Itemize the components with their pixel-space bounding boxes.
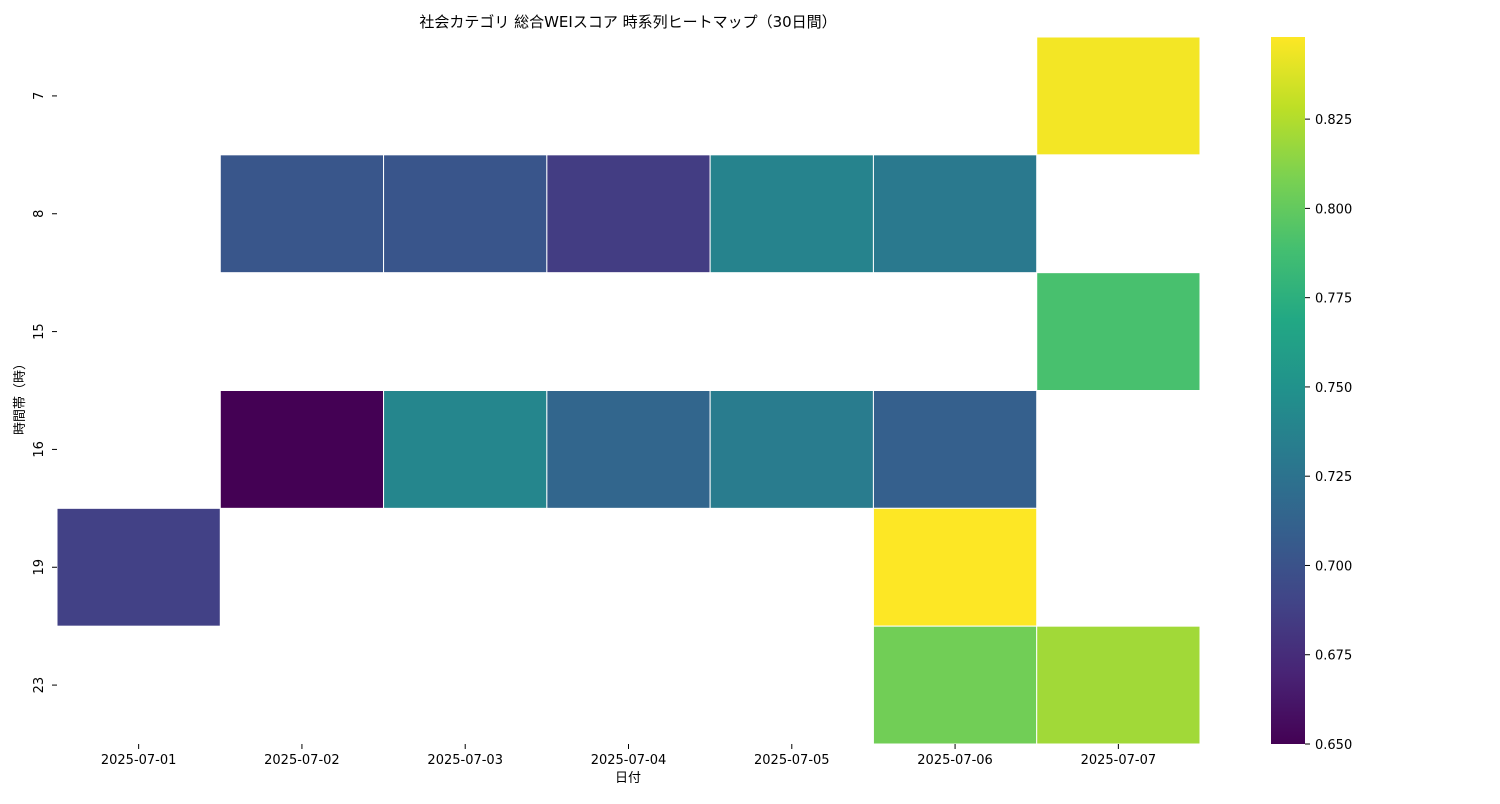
heatmap-cell bbox=[1036, 272, 1201, 391]
y-tick-label: 16 bbox=[32, 441, 47, 458]
y-tick-label: 7 bbox=[32, 92, 47, 100]
y-tick-label: 8 bbox=[32, 210, 47, 218]
colorbar-tick-label: 0.800 bbox=[1315, 202, 1352, 217]
x-tick-label: 2025-07-02 bbox=[264, 753, 340, 768]
colorbar-tick-label: 0.725 bbox=[1315, 470, 1352, 485]
heatmap-cell bbox=[872, 390, 1038, 509]
x-tick-label: 2025-07-07 bbox=[1081, 753, 1157, 768]
y-tick-label: 15 bbox=[32, 323, 47, 340]
heatmap-cells bbox=[56, 36, 1201, 745]
heatmap-cell bbox=[872, 154, 1038, 274]
colorbar-tick-label: 0.825 bbox=[1315, 113, 1352, 128]
heatmap-cell bbox=[383, 390, 548, 509]
heatmap-cell bbox=[219, 154, 385, 274]
colorbar-tick-label: 0.750 bbox=[1315, 381, 1352, 396]
colorbar-tick-label: 0.775 bbox=[1315, 292, 1352, 307]
x-tick-label: 2025-07-03 bbox=[427, 753, 503, 768]
y-tick-label: 23 bbox=[32, 677, 47, 694]
x-tick-label: 2025-07-06 bbox=[917, 753, 993, 768]
heatmap-cell bbox=[219, 390, 385, 509]
y-tick-label: 19 bbox=[32, 559, 47, 576]
heatmap-cell bbox=[872, 625, 1038, 745]
x-tick-label: 2025-07-04 bbox=[591, 753, 667, 768]
x-axis-ticks: 2025-07-01 2025-07-02 2025-07-03 2025-07-04… bbox=[101, 744, 1156, 768]
x-tick-label: 2025-07-05 bbox=[754, 753, 830, 768]
heatmap-cell bbox=[383, 154, 548, 274]
x-tick-label: 2025-07-01 bbox=[101, 753, 177, 768]
heatmap-cell bbox=[546, 390, 711, 509]
y-axis-ticks: 7 8 15 16 19 23 bbox=[32, 92, 57, 694]
colorbar: 0.650 0.675 0.700 0.725 0.750 0.775 0.800 0.825 bbox=[1271, 37, 1352, 753]
heatmap-cell bbox=[709, 390, 874, 509]
x-axis-label: 日付 bbox=[615, 771, 641, 786]
heatmap-cell bbox=[872, 507, 1038, 627]
heatmap-cell bbox=[709, 154, 874, 274]
heatmap-cell bbox=[56, 507, 221, 627]
colorbar-tick-label: 0.700 bbox=[1315, 559, 1352, 574]
colorbar-tick-label: 0.650 bbox=[1315, 738, 1352, 753]
colorbar-tick-label: 0.675 bbox=[1315, 649, 1352, 664]
heatmap-cell bbox=[1036, 625, 1201, 745]
y-axis-label: 時間帯（時） bbox=[13, 357, 28, 435]
heatmap-cell bbox=[1036, 36, 1201, 156]
heatmap-cell bbox=[546, 154, 711, 274]
chart-title: 社会カテゴリ 総合WEIスコア 時系列ヒートマップ（30日間） bbox=[419, 13, 836, 31]
colorbar-gradient bbox=[1271, 37, 1305, 744]
